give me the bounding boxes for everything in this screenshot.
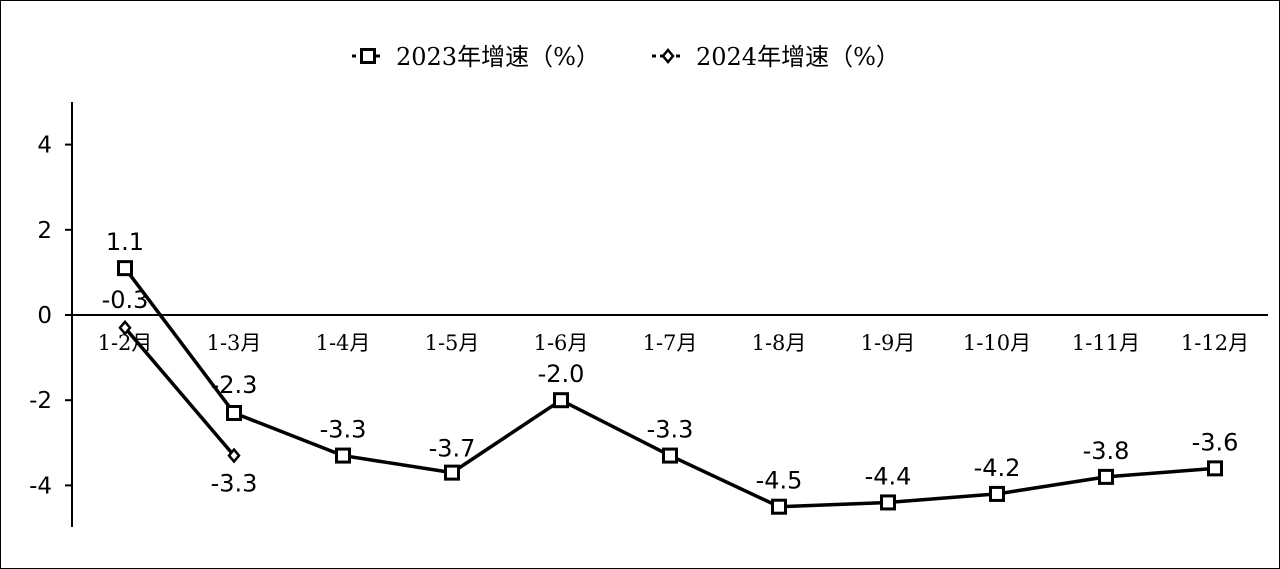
diamond-marker bbox=[661, 48, 675, 64]
square-marker bbox=[335, 447, 351, 464]
data-label: 1.1 bbox=[106, 228, 144, 256]
data-label: -0.3 bbox=[102, 286, 149, 314]
square-marker bbox=[553, 392, 569, 409]
data-labels: 1.1 -2.3 -3.3 -3.7 -2.0 -3.3 -4.5 -4.4 -4.2 -3.8 -… bbox=[102, 228, 1239, 497]
data-label: -3.7 bbox=[429, 435, 476, 463]
series-layer bbox=[117, 260, 1223, 515]
x-tick-label: 1-12月 bbox=[1181, 331, 1249, 355]
square-marker bbox=[1098, 468, 1114, 485]
x-tick-label: 1-10月 bbox=[963, 331, 1031, 355]
data-label: -3.3 bbox=[320, 416, 367, 444]
square-marker bbox=[117, 260, 133, 277]
x-axis-ticks: 1-2月 1-3月 1-4月 1-5月 1-6月 1-7月 1-8月 1-9月 1-10月 1-1… bbox=[98, 331, 1250, 355]
square-marker bbox=[880, 494, 896, 511]
x-tick-label: 1-7月 bbox=[643, 331, 698, 355]
y-tick-label: 4 bbox=[37, 133, 52, 159]
square-marker bbox=[226, 404, 242, 421]
data-label: -3.8 bbox=[1083, 437, 1130, 465]
x-tick-label: 1-3月 bbox=[207, 331, 262, 355]
legend-label: 2024年增速（%） bbox=[696, 43, 900, 71]
x-tick-label: 1-8月 bbox=[752, 331, 807, 355]
data-label: -4.4 bbox=[865, 462, 912, 490]
legend-label: 2023年增速（%） bbox=[396, 43, 600, 71]
square-marker bbox=[360, 48, 376, 64]
square-marker bbox=[989, 485, 1005, 502]
y-tick-label: -2 bbox=[29, 388, 52, 414]
x-tick-label: 1-6月 bbox=[534, 331, 589, 355]
square-marker bbox=[444, 464, 460, 481]
data-label: -3.3 bbox=[647, 416, 694, 444]
data-label: -4.5 bbox=[756, 467, 803, 495]
square-marker bbox=[1207, 460, 1223, 477]
data-label: -2.3 bbox=[211, 371, 258, 399]
diamond-marker bbox=[118, 319, 132, 336]
legend-item-1: 2023年增速（%） bbox=[352, 43, 600, 71]
x-tick-label: 1-9月 bbox=[861, 331, 916, 355]
series-2 bbox=[118, 319, 241, 464]
y-tick-label: 2 bbox=[37, 218, 52, 244]
square-marker bbox=[662, 447, 678, 464]
y-tick-label: -4 bbox=[29, 473, 52, 499]
y-tick-label: 0 bbox=[37, 303, 52, 329]
x-tick-label: 1-5月 bbox=[425, 331, 480, 355]
legend-item-2: 2024年增速（%） bbox=[652, 43, 900, 71]
y-axis-ticks: 4 2 0 -2 -4 bbox=[29, 133, 72, 499]
series-1 bbox=[117, 260, 1223, 515]
x-tick-label: 1-11月 bbox=[1072, 331, 1140, 355]
data-label: -3.6 bbox=[1192, 428, 1239, 456]
legend: 2023年增速（%） 2024年增速（%） bbox=[352, 43, 900, 71]
series-line bbox=[123, 267, 1216, 509]
data-label: -4.2 bbox=[974, 454, 1021, 482]
data-label: -2.0 bbox=[538, 360, 585, 388]
series-line bbox=[123, 326, 236, 457]
square-marker bbox=[771, 498, 787, 515]
diamond-marker bbox=[227, 447, 241, 464]
x-tick-label: 1-4月 bbox=[316, 331, 371, 355]
data-label: -3.3 bbox=[211, 470, 258, 498]
